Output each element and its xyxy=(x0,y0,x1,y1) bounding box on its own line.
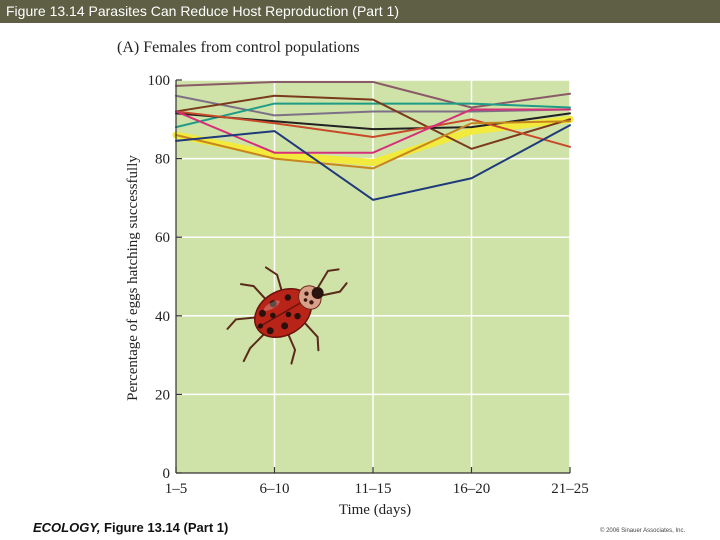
x-tick-label: 1–5 xyxy=(165,481,188,497)
x-tick-label: 21–25 xyxy=(551,481,589,497)
series-line-brown xyxy=(175,94,571,150)
y-axis-label: Percentage of eggs hatching successfully xyxy=(125,155,141,401)
x-axis-label: Time (days) xyxy=(339,502,411,518)
series-line-red xyxy=(175,110,571,148)
series-lines xyxy=(172,80,574,201)
series-line-navy xyxy=(175,124,571,201)
slide-title: Figure 13.14 Parasites Can Reduce Host R… xyxy=(6,3,399,19)
y-tick-labels: 0 20 40 60 80 100 xyxy=(148,73,171,482)
axes xyxy=(175,79,571,474)
series-line-orange xyxy=(175,120,571,170)
chart-title: (A) Females from control populations xyxy=(117,39,360,56)
x-tick-label: 11–15 xyxy=(355,481,392,497)
caption-book-title: ECOLOGY, xyxy=(33,520,101,535)
ladybug-icon xyxy=(226,266,348,365)
x-tick-label: 6–10 xyxy=(260,481,290,497)
series-line-mauve xyxy=(175,80,571,109)
series-line-yellow xyxy=(172,115,574,167)
slide-header: Figure 13.14 Parasites Can Reduce Host R… xyxy=(0,0,720,23)
copyright-notice: © 2006 Sinauer Associates, Inc. xyxy=(600,528,686,534)
y-tick-label: 100 xyxy=(148,73,171,89)
y-tick-label: 80 xyxy=(155,152,170,168)
y-tick-label: 40 xyxy=(155,309,170,325)
series-line-gray-purple xyxy=(175,94,571,117)
series-line-magenta xyxy=(175,108,571,154)
series-line-teal xyxy=(175,102,571,129)
y-tick-label: 60 xyxy=(155,230,170,246)
y-tick-label: 20 xyxy=(155,387,170,403)
caption-figure-number: Figure 13.14 (Part 1) xyxy=(100,520,229,535)
figure-caption: ECOLOGY, Figure 13.14 (Part 1) xyxy=(33,520,228,535)
gridlines xyxy=(176,79,571,473)
x-tick-labels: 1–5 6–10 11–15 16–20 21–25 xyxy=(165,481,589,497)
y-tick-label: 0 xyxy=(163,466,171,482)
x-tick-label: 16–20 xyxy=(453,481,491,497)
